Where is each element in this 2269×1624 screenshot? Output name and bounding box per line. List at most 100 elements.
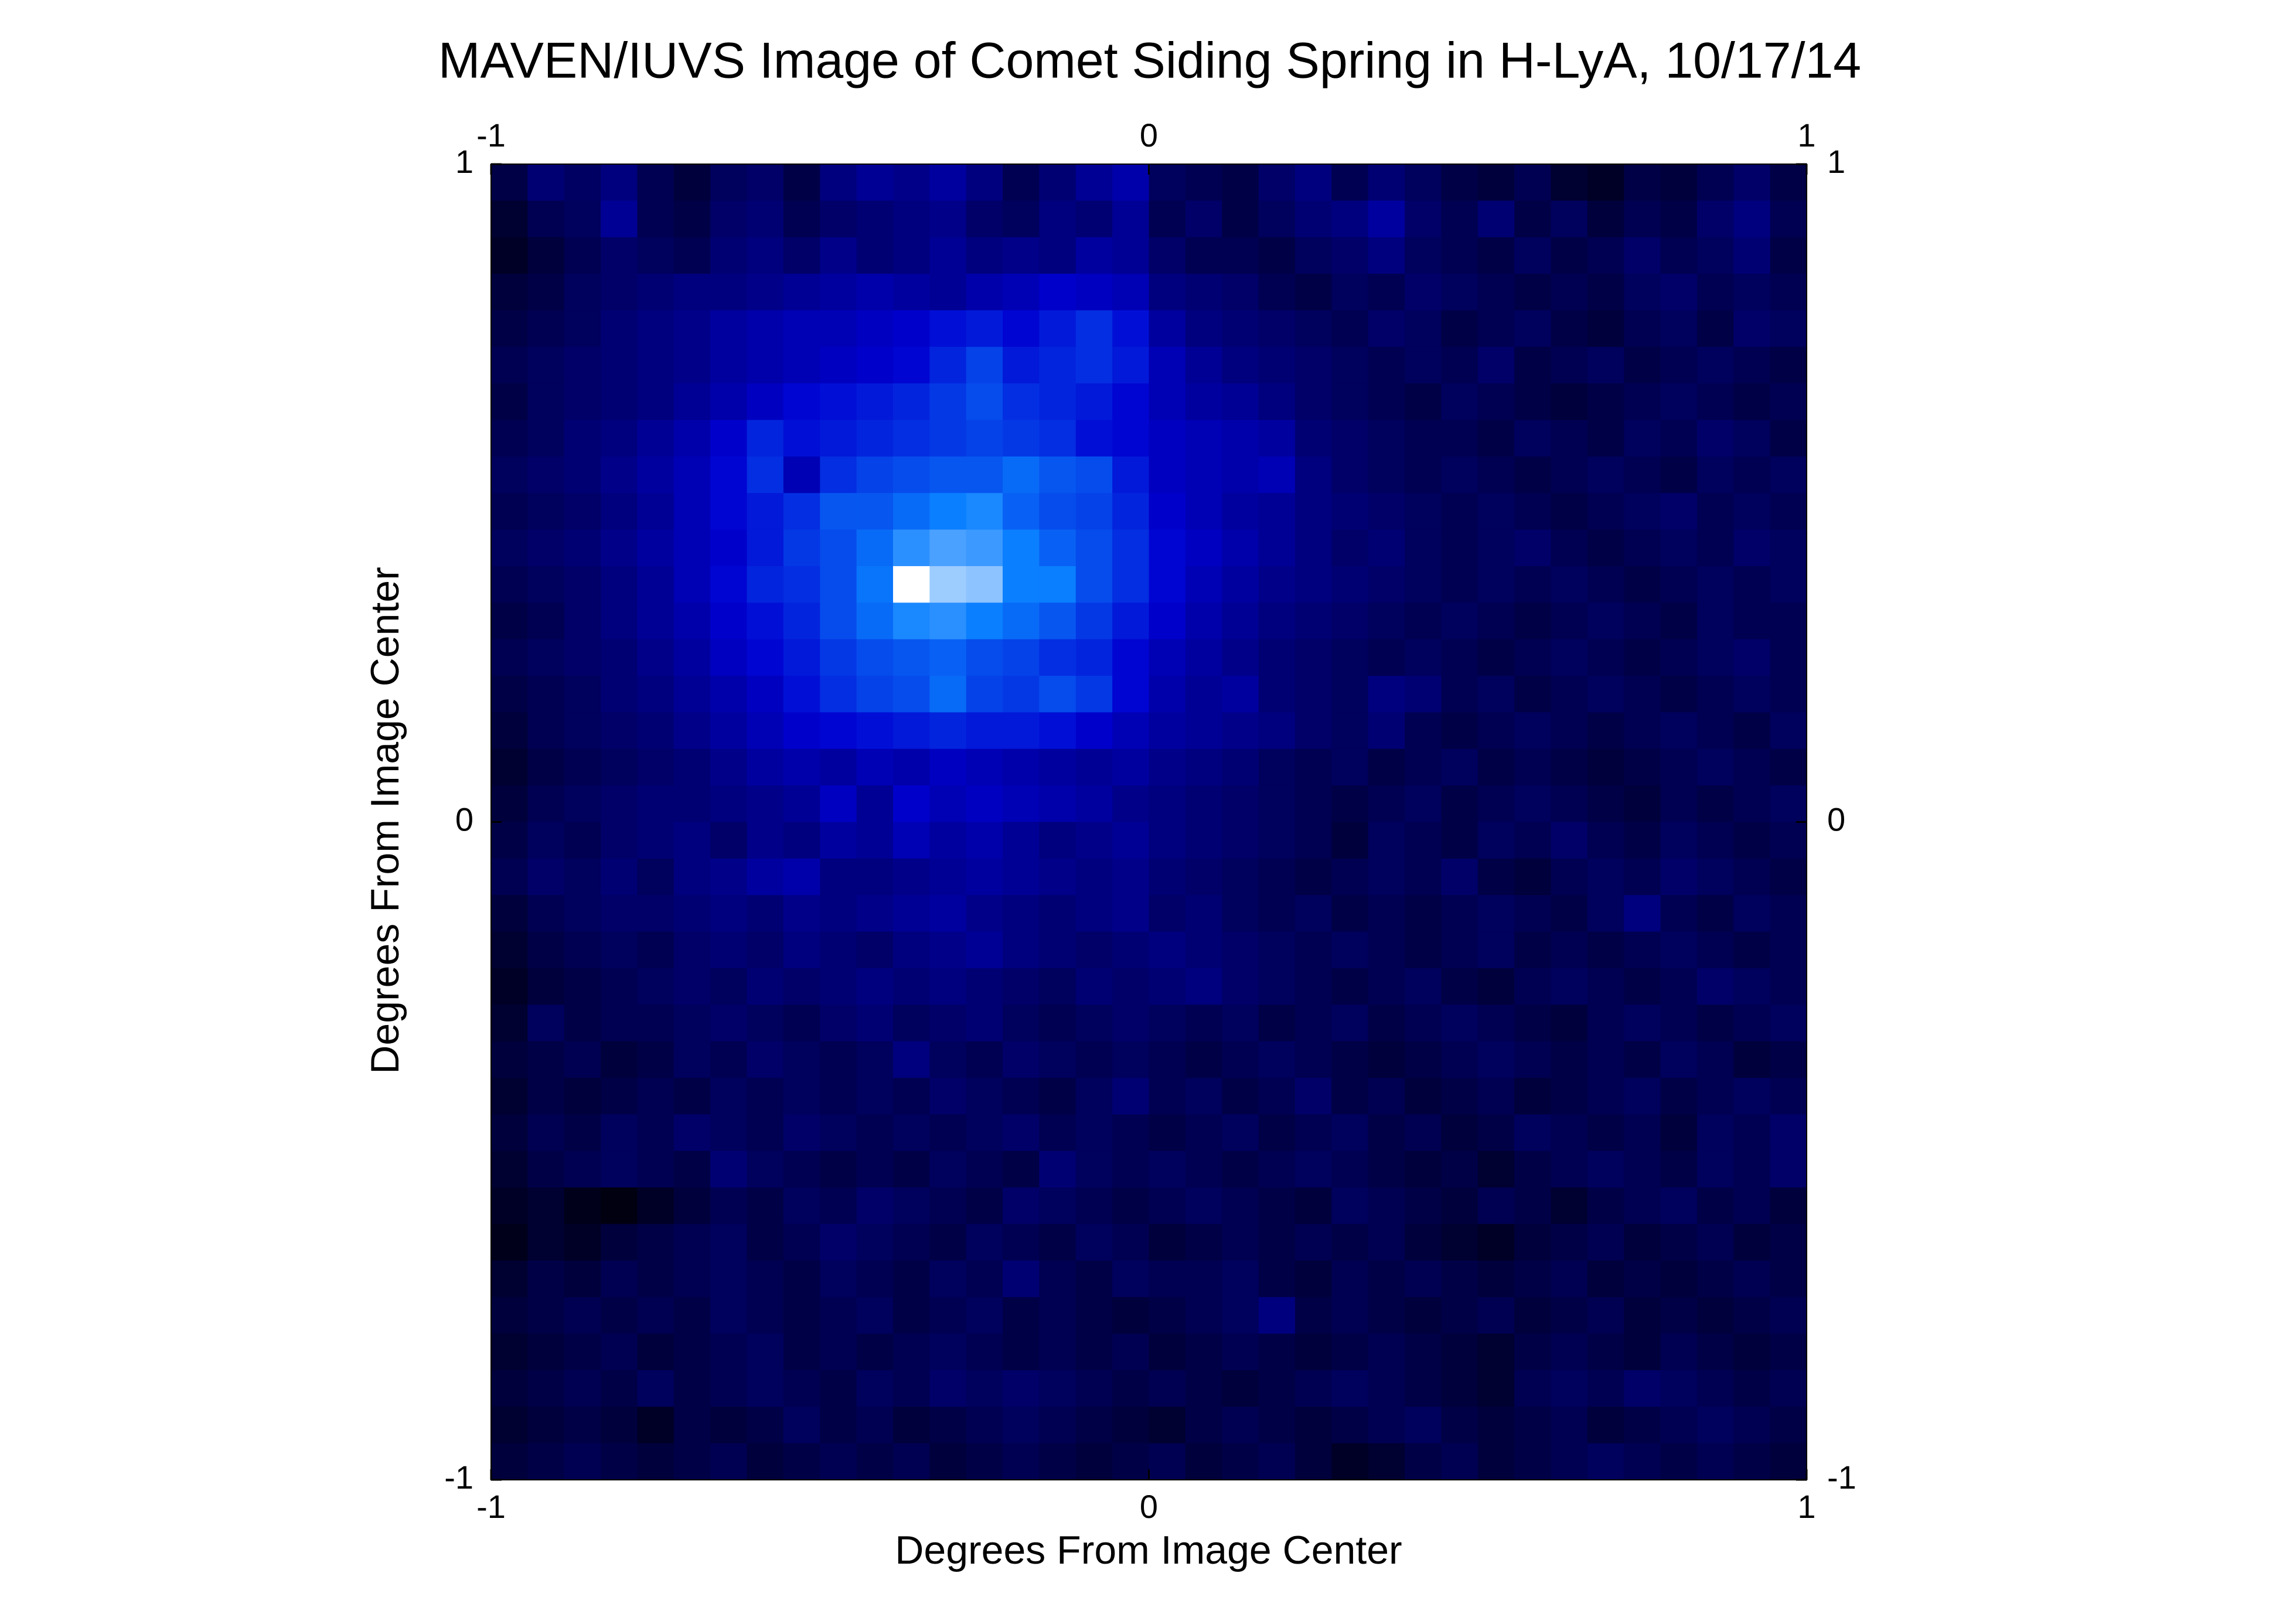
heatmap-cell bbox=[783, 529, 820, 567]
heatmap-cell bbox=[783, 1114, 820, 1152]
heatmap-cell bbox=[892, 1224, 930, 1261]
heatmap-cell bbox=[1551, 1078, 1588, 1115]
heatmap-cell bbox=[1660, 968, 1698, 1005]
heatmap-cell bbox=[1222, 529, 1259, 567]
heatmap-cell bbox=[673, 237, 711, 274]
heatmap-cell bbox=[1294, 1187, 1332, 1225]
heatmap-cell bbox=[1696, 566, 1734, 603]
heatmap-cell bbox=[1222, 310, 1259, 348]
heatmap-cell bbox=[1441, 1041, 1478, 1078]
heatmap-cell bbox=[966, 602, 1003, 640]
heatmap-cell bbox=[1222, 748, 1259, 786]
heatmap-cell bbox=[564, 237, 601, 274]
heatmap-cell bbox=[1294, 493, 1332, 530]
heatmap-cell bbox=[1770, 1260, 1807, 1298]
heatmap-cell bbox=[1477, 748, 1515, 786]
heatmap-cell bbox=[1331, 1078, 1369, 1115]
heatmap-cell bbox=[1112, 1041, 1150, 1078]
heatmap-cell bbox=[673, 1224, 711, 1261]
heatmap-cell bbox=[1075, 1260, 1113, 1298]
heatmap-cell bbox=[564, 1407, 601, 1444]
heatmap-cell bbox=[1075, 566, 1113, 603]
heatmap-cell bbox=[710, 1224, 748, 1261]
heatmap-cell bbox=[966, 895, 1003, 932]
heatmap-cell bbox=[747, 895, 784, 932]
heatmap-cell bbox=[1149, 1224, 1186, 1261]
heatmap-cell bbox=[1149, 420, 1186, 457]
heatmap-cell bbox=[491, 748, 528, 786]
heatmap-cell bbox=[1551, 346, 1588, 384]
heatmap-cell bbox=[1368, 1224, 1405, 1261]
heatmap-cell bbox=[1770, 456, 1807, 493]
heatmap-cell bbox=[564, 1260, 601, 1298]
heatmap-cell bbox=[1696, 200, 1734, 238]
heatmap-cell bbox=[1258, 748, 1296, 786]
heatmap-cell bbox=[1477, 785, 1515, 823]
heatmap-cell bbox=[710, 200, 748, 238]
heatmap-cell bbox=[637, 676, 674, 713]
heatmap-cell bbox=[637, 1224, 674, 1261]
heatmap-cell bbox=[527, 785, 565, 823]
heatmap-cell bbox=[966, 858, 1003, 896]
heatmap-cell bbox=[601, 676, 638, 713]
heatmap-cell bbox=[1003, 1370, 1040, 1407]
heatmap-cell bbox=[1222, 1333, 1259, 1371]
heatmap-cell bbox=[1696, 1150, 1734, 1188]
heatmap-cell bbox=[783, 310, 820, 348]
heatmap-cell bbox=[637, 968, 674, 1005]
heatmap-cell bbox=[856, 602, 894, 640]
heatmap-cell bbox=[673, 1078, 711, 1115]
heatmap-cell bbox=[1149, 164, 1186, 201]
heatmap-cell bbox=[1551, 858, 1588, 896]
heatmap-cell bbox=[1696, 858, 1734, 896]
heatmap-cell bbox=[892, 1333, 930, 1371]
heatmap-cell bbox=[527, 1187, 565, 1225]
heatmap-cell bbox=[1405, 1078, 1442, 1115]
heatmap-cell bbox=[1696, 420, 1734, 457]
heatmap-cell bbox=[1733, 1370, 1771, 1407]
heatmap-cell bbox=[1624, 1078, 1661, 1115]
heatmap-cell bbox=[1258, 1150, 1296, 1188]
heatmap-cell bbox=[892, 1005, 930, 1042]
heatmap-cell bbox=[564, 712, 601, 750]
heatmap-cell bbox=[783, 1333, 820, 1371]
heatmap-cell bbox=[1368, 1297, 1405, 1334]
heatmap-cell bbox=[1477, 1443, 1515, 1480]
chart-title: MAVEN/IUVS Image of Comet Siding Spring … bbox=[438, 33, 1861, 89]
heatmap-cell bbox=[1624, 1407, 1661, 1444]
heatmap-cell bbox=[1039, 1224, 1076, 1261]
heatmap-cell bbox=[1660, 274, 1698, 311]
heatmap-cell bbox=[1368, 785, 1405, 823]
heatmap-cell bbox=[1514, 200, 1552, 238]
heatmap-cell bbox=[929, 602, 967, 640]
heatmap-cell bbox=[637, 931, 674, 969]
heatmap-cell bbox=[747, 566, 784, 603]
heatmap-cell bbox=[892, 164, 930, 201]
heatmap-cell bbox=[1039, 639, 1076, 676]
heatmap-cell bbox=[1441, 1370, 1478, 1407]
heatmap-cell bbox=[856, 566, 894, 603]
heatmap-cell bbox=[1405, 1224, 1442, 1261]
heatmap-cell bbox=[710, 602, 748, 640]
heatmap-cell bbox=[1331, 1333, 1369, 1371]
heatmap-cell bbox=[1331, 200, 1369, 238]
heatmap-cell bbox=[1003, 1187, 1040, 1225]
heatmap-cell bbox=[1405, 237, 1442, 274]
heatmap-cell bbox=[856, 237, 894, 274]
heatmap-cell bbox=[1112, 1297, 1150, 1334]
heatmap-cell bbox=[1222, 602, 1259, 640]
heatmap-cell bbox=[1294, 785, 1332, 823]
heatmap-cell bbox=[892, 1407, 930, 1444]
heatmap-cell bbox=[637, 1370, 674, 1407]
heatmap-cell bbox=[1587, 1005, 1624, 1042]
heatmap-cell bbox=[1624, 529, 1661, 567]
heatmap-cell bbox=[527, 748, 565, 786]
heatmap-cell bbox=[929, 1150, 967, 1188]
heatmap-cell bbox=[1624, 456, 1661, 493]
heatmap-cell bbox=[564, 858, 601, 896]
heatmap-cell bbox=[1003, 164, 1040, 201]
heatmap-cell bbox=[527, 676, 565, 713]
heatmap-cell bbox=[1075, 1078, 1113, 1115]
heatmap-cell bbox=[710, 676, 748, 713]
